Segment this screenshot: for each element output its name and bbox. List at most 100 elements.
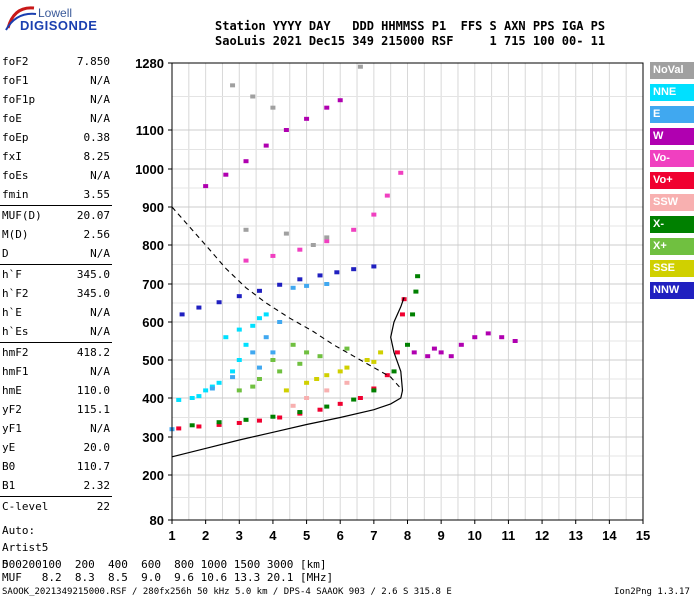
param-label: B1 [2, 479, 16, 492]
x-tick-label: 10 [468, 528, 482, 543]
echo-point-vo [277, 415, 283, 420]
echo-point-nne [236, 358, 242, 362]
param-separator [0, 342, 112, 343]
y-tick-label: 900 [142, 200, 164, 215]
param-value: 20.07 [76, 209, 110, 222]
param-label: foEp [2, 131, 29, 144]
param-label: B0 [2, 460, 16, 473]
param-label: foF1p [2, 93, 36, 106]
legend-sse: SSE [650, 260, 694, 277]
x-tick-label: 1 [168, 528, 175, 543]
param-value: N/A [90, 93, 110, 106]
y-tick-label: 300 [142, 430, 164, 445]
echo-point-nnw [317, 273, 323, 278]
param-label: hmE [2, 384, 22, 397]
echo-point-nne [223, 335, 229, 340]
echo-point-e [277, 320, 283, 324]
x-tick-label: 2 [202, 528, 209, 543]
param-hme: hmE 110.0 [2, 384, 110, 402]
echo-point-w [458, 342, 464, 347]
d-distance-row: D 100 200 400 600 800 1000 1500 3000 [km… [2, 558, 327, 571]
x-tick-label: 11 [502, 528, 516, 543]
x-tick-label: 14 [602, 528, 617, 543]
echo-point-sse [344, 365, 350, 370]
echo-point-x [243, 417, 249, 422]
param-value: 8.25 [83, 150, 111, 163]
param-label: M(D) [2, 228, 29, 241]
param-value: N/A [90, 422, 110, 435]
x-tick-label: 4 [269, 528, 277, 543]
param-hes: h`Es N/A [2, 325, 110, 343]
param-value: 345.0 [76, 268, 110, 281]
echo-point-nne [243, 342, 249, 347]
param-ye: yE 20.0 [2, 441, 110, 459]
legend-x-: X+ [650, 238, 694, 255]
param-md: M(D) 2.56 [2, 228, 110, 246]
y-tick-label: 800 [142, 238, 164, 253]
param-fof1: foF1 N/A [2, 74, 110, 92]
legend-ssw: SSW [650, 194, 694, 211]
param-foes: foEs N/A [2, 169, 110, 187]
y-tick-label: 1280 [135, 56, 164, 71]
echo-point-w [203, 184, 209, 189]
param-value: N/A [90, 247, 110, 260]
echo-point-noval [324, 235, 330, 240]
logo-digisonde: DIGISONDE [20, 18, 98, 33]
param-label: yF1 [2, 422, 22, 435]
echo-point-nnw [216, 300, 222, 305]
digisonde-logo-mark [5, 6, 37, 31]
echo-point-sse [364, 358, 370, 362]
param-label: yF2 [2, 403, 22, 416]
logo-lowell: Lowell [38, 6, 73, 20]
param-hmf1: hmF1 N/A [2, 365, 110, 383]
echo-points [169, 64, 518, 432]
echo-point-w [431, 346, 437, 351]
echo-point-x [415, 274, 421, 279]
echo-point-e [256, 365, 262, 370]
echo-point-x [236, 388, 242, 393]
echo-point-w [425, 354, 431, 359]
param-separator [0, 205, 112, 206]
legend-nnw: NNW [650, 282, 694, 299]
header-row-1: Station YYYY DAY DDD HHMMSS P1 FFS S AXN… [215, 19, 606, 33]
echo-point-x [304, 350, 310, 355]
param-yf1: yF1 N/A [2, 422, 110, 440]
echo-point-vo [236, 420, 242, 425]
echo-point-sse [371, 359, 377, 364]
y-tick-label: 1000 [135, 162, 164, 177]
param-value: N/A [90, 365, 110, 378]
header-row-2: SaoLuis 2021 Dec15 349 215000 RSF 1 715 … [215, 34, 606, 48]
echo-point-noval [357, 64, 363, 69]
param-value: 3.55 [83, 188, 111, 201]
echo-point-nnw [297, 277, 303, 282]
echo-point-x [413, 289, 419, 294]
param-fof1p: foF1p N/A [2, 93, 110, 111]
x-tick-label: 8 [404, 528, 411, 543]
echo-point-e [263, 335, 269, 340]
axes: 1 2 3 4 5 6 7 8 9 10 11 12 13 14 158020030040050060070… [135, 56, 650, 543]
echo-point-e [209, 386, 215, 391]
param-value: 110.0 [76, 384, 110, 397]
autoscaling-line3: 500200 [2, 558, 42, 571]
param-d: D N/A [2, 247, 110, 265]
legend-vo-: Vo+ [650, 172, 694, 189]
echo-point-nne [256, 316, 262, 321]
echo-point-e [250, 350, 256, 355]
echo-point-nnw [334, 270, 340, 275]
echo-point-nnw [371, 264, 377, 269]
param-value: 20.0 [83, 441, 111, 454]
param-value: N/A [90, 74, 110, 87]
param-foe: foE N/A [2, 112, 110, 130]
echo-point-nne [216, 380, 222, 385]
echo-point-nnw [196, 305, 202, 310]
echo-point-sse [378, 350, 384, 355]
x-tick-label: 6 [337, 528, 344, 543]
echo-point-w [243, 159, 249, 164]
x-tick-label: 9 [438, 528, 445, 543]
param-clevel: C-level 22 [2, 500, 110, 518]
param-label: h`F2 [2, 287, 29, 300]
echo-point-w [472, 335, 478, 340]
echo-point-x [277, 369, 283, 374]
param-label: MUF(D) [2, 209, 42, 222]
echo-point-vo [337, 401, 343, 406]
